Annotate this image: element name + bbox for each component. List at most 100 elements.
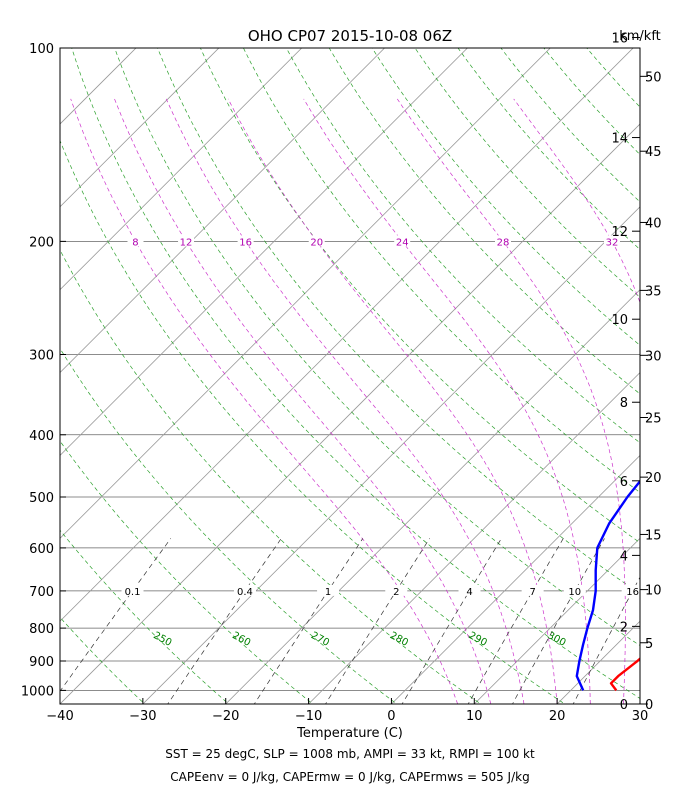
km-tick-label: 16 [611, 32, 628, 47]
x-tick-label: −20 [212, 709, 239, 724]
moist-adiabat-label-bg [178, 235, 195, 247]
dry-adiabat-line [60, 702, 62, 704]
km-tick-label: 12 [611, 225, 628, 240]
mixing-ratio-line [467, 538, 564, 704]
km-tick-label: 0 [620, 698, 628, 713]
km-tick-label: 6 [620, 475, 628, 490]
kft-tick-label: 40 [645, 216, 662, 231]
footer-line-2: CAPEenv = 0 J/kg, CAPErmw = 0 J/kg, CAPE… [170, 770, 529, 784]
moist-adiabat-label: 12 [180, 237, 193, 248]
x-tick-label: 30 [632, 709, 649, 724]
dry-adiabat-line [60, 249, 482, 704]
isotherm-line [60, 48, 303, 291]
moist-adiabat-label: 28 [497, 237, 510, 248]
kft-tick-label: 30 [645, 349, 662, 364]
moist-adiabat-label: 20 [310, 237, 323, 248]
mixing-ratio-label-bg [385, 584, 408, 596]
moist-adiabat-label: 32 [606, 237, 619, 248]
kft-tick-label: 15 [645, 528, 662, 543]
mixing-ratio-line [572, 576, 640, 704]
x-axis-ticks: −40 −30 −20 −10 0 10 20 30 [46, 698, 648, 724]
mixing-ratio-label: 0.4 [237, 587, 253, 598]
mixing-ratio-label-bg [317, 584, 340, 596]
mixing-ratio-label-bg [621, 584, 644, 596]
dry-adiabat-label: 280 [388, 630, 410, 649]
moist-adiabat-label-bg [494, 235, 511, 247]
moist-adiabat-lines [70, 98, 640, 704]
x-tick-label: −10 [295, 709, 322, 724]
dry-adiabat-line [157, 48, 640, 595]
y-tick-label: 900 [29, 655, 54, 670]
kft-tick-label: 35 [645, 284, 662, 299]
moist-adiabat-label-bg [127, 235, 144, 247]
dry-adiabat-label: 290 [467, 630, 489, 649]
isotherm-line [60, 48, 468, 456]
moist-adiabat-label-bg [603, 235, 620, 247]
sounding-series [575, 479, 640, 692]
isotherm-lines [60, 48, 640, 704]
moist-adiabat-label-bg [394, 235, 411, 247]
dry-adiabat-label: 270 [309, 630, 331, 649]
kft-tick-label: 5 [645, 637, 653, 652]
dry-adiabat-label: 260 [230, 630, 252, 649]
dry-adiabat-line [200, 48, 640, 544]
y-tick-label: 300 [29, 348, 54, 363]
x-tick-label: −30 [129, 709, 156, 724]
moist-adiabat-label-bg [237, 235, 254, 247]
moist-adiabat-label: 24 [396, 237, 409, 248]
mixing-ratio-label-bg [563, 584, 586, 596]
moist-adiabat-label-bg [308, 235, 325, 247]
moist-adiabat-line [70, 98, 459, 704]
y-tick-label: 800 [29, 622, 54, 637]
right-axis-label: km/kft [619, 29, 661, 44]
mixing-ratio-label: 7 [529, 587, 535, 598]
km-tick-label: 2 [620, 620, 628, 635]
isotherm-line [308, 372, 640, 704]
km-tick-label: 8 [620, 396, 628, 411]
kft-tick-label: 20 [645, 471, 662, 486]
isotherm-line [225, 289, 640, 704]
footer-line-1: SST = 25 degC, SLP = 1008 mb, AMPI = 33 … [165, 747, 535, 761]
moist-adiabat-line [397, 98, 626, 704]
x-tick-label: 0 [387, 709, 395, 724]
km-tick-label: 14 [611, 132, 628, 147]
mixing-ratio-label-bg [521, 584, 544, 596]
dry-adiabat-line [60, 616, 146, 704]
plot-frame [59, 47, 641, 705]
mixing-ratio-label: 0.1 [125, 587, 141, 598]
moist-adiabat-label: 8 [132, 237, 138, 248]
x-axis-label: Temperature (C) [296, 726, 403, 741]
mixing-ratio-line [325, 538, 430, 704]
dry-adiabat-line [243, 48, 640, 493]
isotherm-line [60, 48, 634, 622]
moist-adiabat-line [165, 98, 525, 704]
mixing-ratio-line [167, 538, 282, 704]
dry-adiabat-line [414, 48, 640, 298]
mixing-ratio-line [253, 538, 364, 704]
mixing-ratio-line [512, 538, 605, 704]
dry-adiabat-line [328, 48, 640, 395]
mixing-ratio-lines [60, 538, 640, 704]
y-tick-label: 700 [29, 585, 54, 600]
mixing-ratio-label-bg [458, 584, 481, 596]
mixing-ratio-label-bg [233, 584, 256, 596]
y-axis-ticks: 100 200 300 400 500 600 700 800 900 1000 [21, 42, 66, 699]
mixing-ratio-label: 16 [626, 587, 639, 598]
kft-tick-label: 0 [645, 698, 653, 713]
dry-adiabat-line [500, 48, 640, 203]
km-tick-label: 10 [611, 313, 628, 328]
km-tick-label: 4 [620, 549, 628, 564]
moist-adiabat-label: 16 [239, 237, 252, 248]
isotherm-line [390, 454, 640, 704]
isotherm-line [639, 703, 640, 704]
dry-adiabat-line [71, 48, 640, 699]
right-axis-ticks: 0 2 4 6 8 10 12 14 16 0 5 10 15 20 25 30 35 40 45 50 [611, 32, 661, 713]
dry-adiabat-line [60, 529, 230, 704]
isobar-lines [60, 48, 640, 691]
dry-adiabat-line [371, 48, 640, 346]
mixing-ratio-label: 10 [568, 587, 581, 598]
dry-adiabat-line [60, 139, 566, 704]
kft-tick-label: 10 [645, 584, 662, 599]
moist-adiabat-line [303, 98, 591, 704]
